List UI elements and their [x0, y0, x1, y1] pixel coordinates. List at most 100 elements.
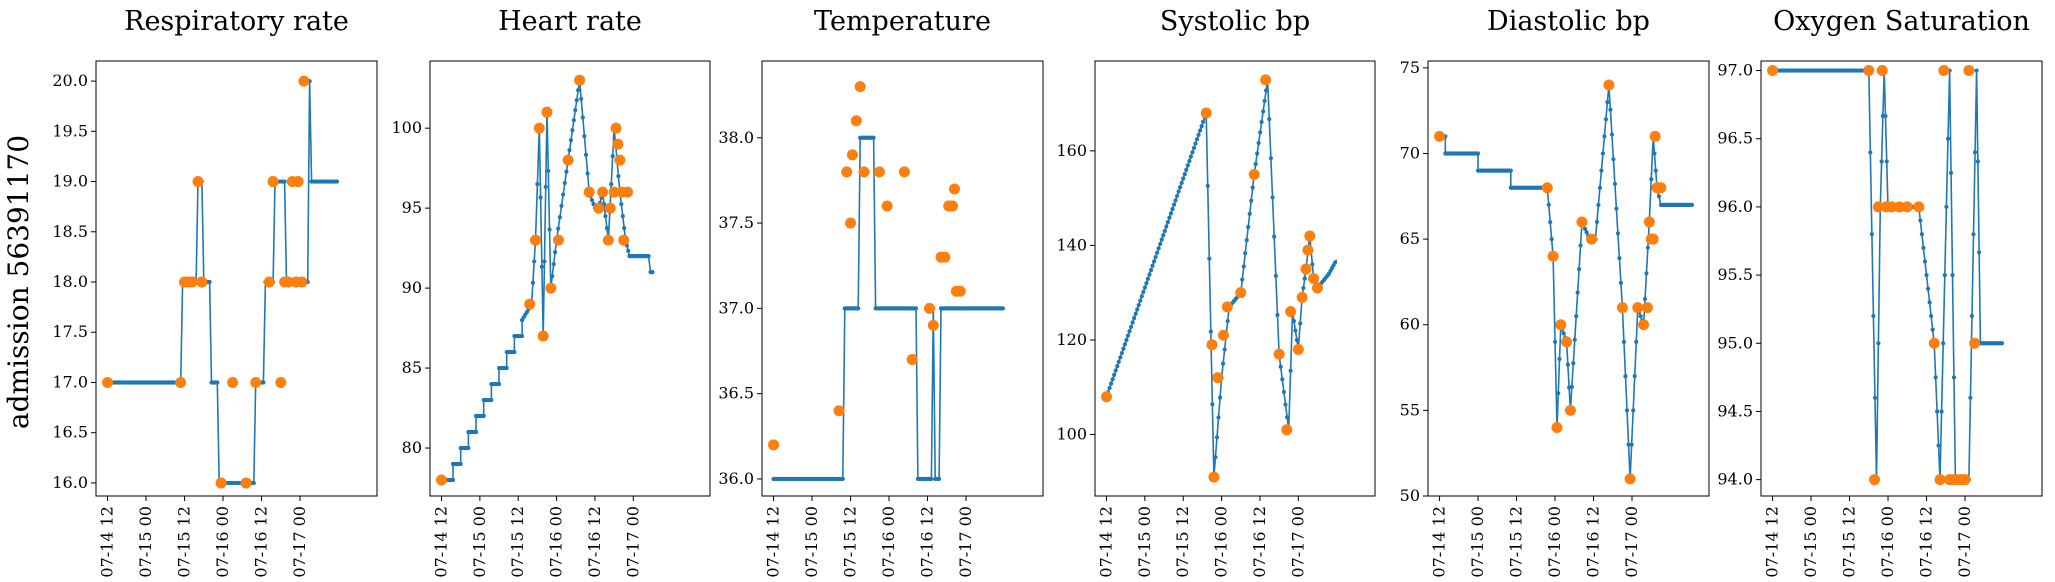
series-point [1280, 377, 1285, 382]
series-point [1107, 385, 1112, 391]
series-point [1164, 224, 1169, 229]
series-point [1147, 272, 1152, 277]
observed-point [282, 276, 294, 288]
series-point [1569, 384, 1574, 389]
series-point [1121, 346, 1126, 351]
series-point [580, 115, 585, 120]
series-point [1138, 298, 1143, 303]
series-point [573, 108, 578, 113]
series-point [1170, 206, 1175, 212]
series-point [1241, 264, 1246, 269]
series-point [1999, 341, 2005, 346]
chart-panel-0: Respiratory rate 16.0 16.5 17.0 17.5 18.0 18.5… [52, 6, 378, 578]
series-point [1617, 256, 1622, 261]
series-point [1571, 361, 1576, 366]
series-point [1116, 359, 1121, 364]
observed-point [1616, 302, 1628, 314]
series-point [538, 195, 543, 200]
chart-panel-1: Heart rate 80 85 90 95 100 07-14 12 07-15 00 07-… [391, 6, 711, 578]
series-point [1632, 374, 1637, 379]
series-point [1244, 238, 1249, 243]
observed-point [768, 439, 780, 451]
series-point [1974, 68, 1979, 73]
observed-point [1217, 329, 1229, 341]
x-tick-label: 07-16 00 [879, 506, 898, 578]
observed-point [1273, 348, 1285, 360]
observed-point [939, 251, 951, 263]
observed-point [1561, 336, 1573, 348]
observed-point [1248, 168, 1260, 180]
series-point [1207, 256, 1212, 261]
observed-point [622, 186, 634, 198]
observed-point [604, 202, 616, 214]
y-tick-label: 120 [1056, 330, 1087, 349]
series-point [1584, 230, 1589, 235]
series-point [1222, 347, 1227, 352]
series-point [1924, 272, 1929, 278]
observed-point [1564, 404, 1576, 416]
observed-point [1938, 65, 1950, 77]
series-point [1600, 151, 1606, 156]
observed-point [1641, 302, 1653, 314]
observed-point [948, 183, 960, 195]
series-point [574, 98, 579, 103]
series-point [1644, 271, 1649, 276]
series-point [1942, 272, 1947, 278]
observed-point [1541, 182, 1553, 194]
series-point [626, 248, 631, 253]
observed-point [1963, 65, 1975, 77]
x-tick-label: 07-14 12 [98, 506, 117, 578]
y-tick-label: 65 [1400, 229, 1420, 248]
series-point [564, 169, 569, 174]
series-point [1181, 176, 1186, 181]
series-point [1109, 381, 1114, 386]
series-point [466, 445, 471, 451]
series-point [1158, 241, 1163, 247]
observed-point [1647, 233, 1659, 245]
observed-point [1304, 230, 1316, 242]
observed-point [263, 276, 275, 288]
series-point [1642, 296, 1648, 302]
series-point [1614, 206, 1619, 211]
series-point [1285, 415, 1290, 420]
observed-point [833, 405, 845, 417]
series-point [1977, 250, 1982, 255]
observed-point [1863, 65, 1875, 77]
series-point [1249, 198, 1254, 203]
series-point [1268, 156, 1273, 161]
series-point [1653, 168, 1658, 173]
x-tick-label: 07-16 00 [1878, 506, 1897, 578]
series-point [1638, 314, 1643, 319]
series-point [504, 365, 509, 371]
observed-point [597, 186, 609, 198]
series-point [1941, 341, 1946, 346]
x-tick-label: 07-14 12 [1097, 506, 1116, 578]
series-point [589, 198, 595, 203]
series-point [1243, 251, 1248, 256]
observed-point [1302, 244, 1314, 256]
series-point [1969, 313, 1975, 319]
series-point [1270, 195, 1275, 200]
series-point [1190, 150, 1195, 155]
series-point [1565, 362, 1570, 367]
series-point [207, 279, 212, 285]
y-tick-label: 96.5 [1717, 129, 1753, 148]
observed-point [927, 319, 939, 331]
observed-point [610, 122, 622, 134]
series-point [1144, 281, 1149, 286]
observed-point [947, 200, 959, 212]
series-point [1872, 395, 1878, 400]
series-point [1634, 339, 1639, 344]
series-point [1196, 132, 1201, 137]
series-point [1919, 232, 1925, 237]
observed-point [250, 376, 262, 388]
x-tick-label: 07-15 12 [841, 506, 860, 578]
series-point [334, 179, 340, 184]
y-tick-label: 18.5 [52, 222, 88, 241]
observed-point [545, 282, 557, 294]
series-point [1918, 218, 1923, 223]
series-point [1258, 130, 1263, 135]
observed-point [618, 234, 630, 246]
chart-panel-4: Diastolic bp 50 55 60 65 70 75 07-14 12 07-15 00… [1400, 6, 1710, 578]
series-point [481, 413, 486, 419]
